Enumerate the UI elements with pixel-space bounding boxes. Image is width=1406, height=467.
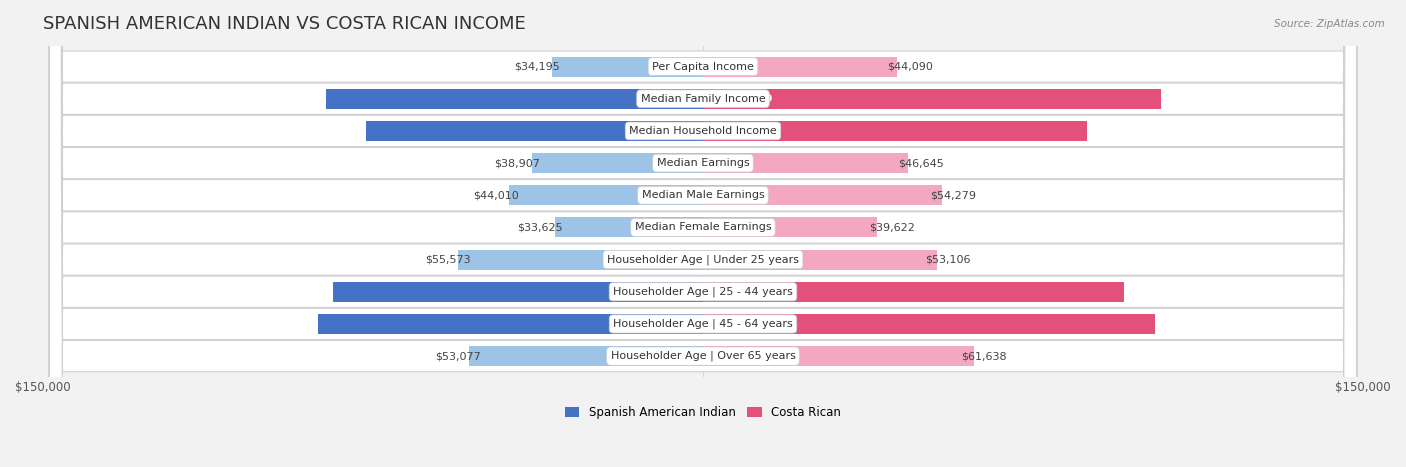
FancyBboxPatch shape	[49, 0, 1357, 467]
Text: $87,561: $87,561	[641, 319, 692, 329]
FancyBboxPatch shape	[49, 0, 1357, 467]
FancyBboxPatch shape	[49, 0, 1357, 467]
Text: Median Household Income: Median Household Income	[628, 126, 778, 136]
Text: $76,670: $76,670	[641, 126, 692, 136]
Text: Median Family Income: Median Family Income	[641, 94, 765, 104]
Bar	[703, 185, 942, 205]
Text: $87,262: $87,262	[714, 126, 765, 136]
Text: $95,565: $95,565	[714, 287, 765, 297]
Bar	[509, 185, 703, 205]
Bar	[531, 153, 703, 173]
Text: $44,010: $44,010	[474, 190, 519, 200]
FancyBboxPatch shape	[49, 0, 1357, 467]
Text: $53,106: $53,106	[925, 255, 970, 265]
Text: $102,779: $102,779	[714, 319, 772, 329]
Text: $85,728: $85,728	[641, 94, 692, 104]
Bar	[326, 89, 703, 109]
Bar	[703, 282, 1123, 302]
FancyBboxPatch shape	[49, 0, 1357, 467]
FancyBboxPatch shape	[49, 0, 1357, 467]
Bar	[703, 153, 908, 173]
Bar	[470, 346, 703, 366]
Text: $34,195: $34,195	[515, 62, 560, 71]
Text: Householder Age | Under 25 years: Householder Age | Under 25 years	[607, 255, 799, 265]
Text: $39,622: $39,622	[869, 222, 914, 233]
Text: $55,573: $55,573	[425, 255, 471, 265]
Text: $84,085: $84,085	[641, 287, 692, 297]
Text: Householder Age | Over 65 years: Householder Age | Over 65 years	[610, 351, 796, 361]
Bar	[703, 218, 877, 237]
Bar	[703, 346, 974, 366]
Text: $44,090: $44,090	[887, 62, 934, 71]
Bar	[703, 314, 1156, 334]
FancyBboxPatch shape	[49, 0, 1357, 467]
Text: $53,077: $53,077	[436, 351, 481, 361]
FancyBboxPatch shape	[49, 0, 1357, 467]
Text: Householder Age | 25 - 44 years: Householder Age | 25 - 44 years	[613, 287, 793, 297]
Text: Median Earnings: Median Earnings	[657, 158, 749, 168]
Bar	[703, 57, 897, 77]
Text: Per Capita Income: Per Capita Income	[652, 62, 754, 71]
Text: $103,989: $103,989	[714, 94, 772, 104]
FancyBboxPatch shape	[49, 0, 1357, 467]
Bar	[318, 314, 703, 334]
Bar	[333, 282, 703, 302]
Text: $38,907: $38,907	[495, 158, 540, 168]
Text: $33,625: $33,625	[517, 222, 562, 233]
Text: Householder Age | 45 - 64 years: Householder Age | 45 - 64 years	[613, 318, 793, 329]
Text: Source: ZipAtlas.com: Source: ZipAtlas.com	[1274, 19, 1385, 28]
Bar	[703, 250, 936, 269]
FancyBboxPatch shape	[49, 0, 1357, 467]
Bar	[703, 89, 1161, 109]
Legend: Spanish American Indian, Costa Rican: Spanish American Indian, Costa Rican	[561, 402, 845, 424]
Text: $61,638: $61,638	[960, 351, 1007, 361]
Text: $46,645: $46,645	[898, 158, 943, 168]
Bar	[703, 121, 1087, 141]
Bar	[553, 57, 703, 77]
Bar	[458, 250, 703, 269]
Text: $54,279: $54,279	[929, 190, 976, 200]
Text: Median Male Earnings: Median Male Earnings	[641, 190, 765, 200]
Text: Median Female Earnings: Median Female Earnings	[634, 222, 772, 233]
Text: SPANISH AMERICAN INDIAN VS COSTA RICAN INCOME: SPANISH AMERICAN INDIAN VS COSTA RICAN I…	[42, 15, 526, 33]
Bar	[555, 218, 703, 237]
Bar	[366, 121, 703, 141]
